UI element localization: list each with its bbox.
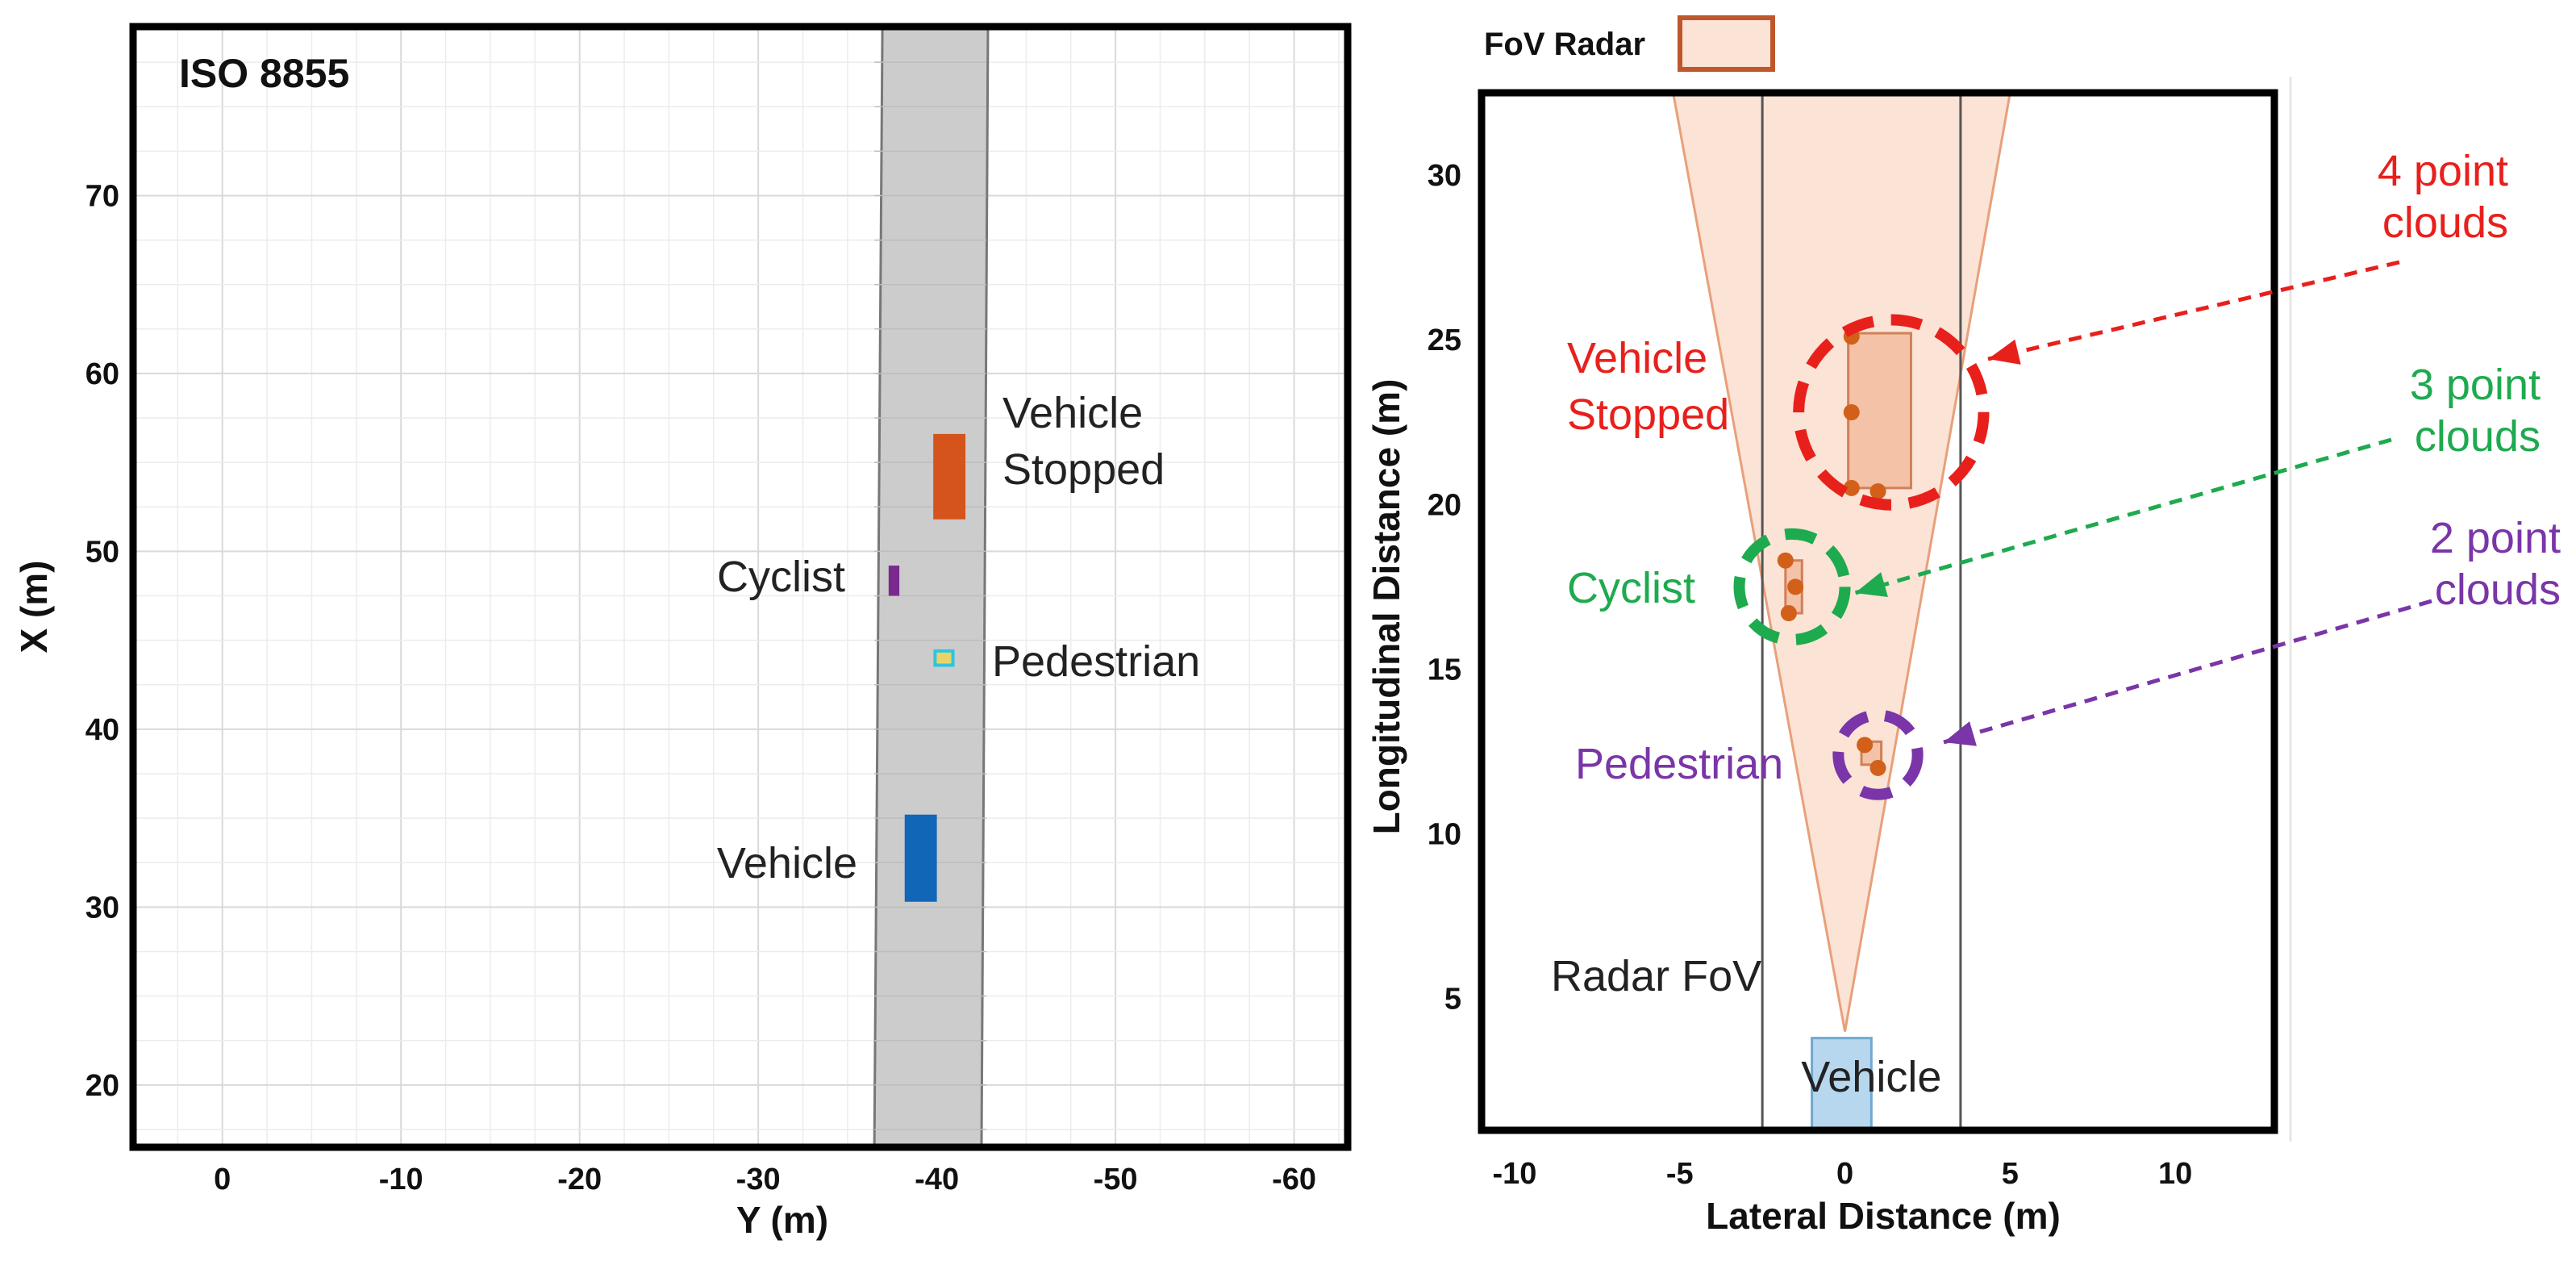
- annotation-arrowhead-pedestrian: [1944, 721, 1977, 746]
- highlight-circle-vehicle-stopped: [1793, 314, 1990, 511]
- left-x-tick-label: -20: [557, 1163, 602, 1196]
- left-y-tick-label: 30: [85, 891, 119, 925]
- left-label-vehicle-stopped-line-1: Stopped: [1002, 445, 1165, 494]
- left-label-vehicle-line-0: Vehicle: [717, 839, 857, 887]
- point-cloud-vehicle-stopped: [1869, 482, 1886, 499]
- point-cloud-vehicle-stopped: [1843, 479, 1860, 496]
- right-plot-frame: [1478, 89, 2278, 1134]
- target-label-pedestrian-line-0: Pedestrian: [1575, 740, 1783, 788]
- target-label-vehicle-stopped-line-0: Vehicle: [1567, 334, 1707, 382]
- left-x-tick-label: -60: [1272, 1163, 1316, 1196]
- right-x-tick-label: 10: [2158, 1157, 2192, 1191]
- left-x-tick-label: 0: [214, 1163, 231, 1196]
- left-object-cyclist: [888, 566, 900, 596]
- point-cloud-vehicle-stopped: [1843, 404, 1860, 421]
- left-x-tick-label: -10: [379, 1163, 423, 1196]
- left-x-tick-label: -30: [736, 1163, 781, 1196]
- right-y-tick-label: 5: [1444, 983, 1461, 1017]
- left-x-tick-label: -50: [1094, 1163, 1138, 1196]
- fov-label: Radar FoV: [1551, 952, 1761, 1000]
- target-label-vehicle-stopped-line-1: Stopped: [1567, 390, 1729, 439]
- left-y-tick-label: 40: [85, 713, 119, 747]
- annotation-pedestrian-line-0: 2 point: [2430, 514, 2561, 562]
- ego-vehicle-label: Vehicle: [1801, 1053, 1941, 1101]
- left-y-tick-label: 20: [85, 1069, 119, 1103]
- right-x-tick-label: -5: [1666, 1157, 1694, 1191]
- legend-label: FoV Radar: [1484, 27, 1645, 62]
- point-cloud-cyclist: [1780, 605, 1797, 622]
- right-y-ticks: 5 10 15 20 25 30: [1428, 159, 1461, 1017]
- left-title: ISO 8855: [179, 51, 349, 96]
- point-cloud-pedestrian: [1857, 737, 1874, 754]
- annotation-arrow-vehicle-stopped: [1987, 260, 2400, 361]
- target-label-cyclist-line-0: Cyclist: [1567, 564, 1695, 612]
- right-x-tick-label: -10: [1492, 1157, 1536, 1191]
- left-objects-layer: Vehicle Stopped Cyclist Pedestrian Vehicle: [717, 389, 1200, 902]
- point-cloud-cyclist: [1787, 578, 1804, 595]
- highlight-circle-pedestrian: [1832, 709, 1924, 800]
- point-cloud-cyclist: [1777, 552, 1794, 569]
- legend: FoV Radar: [1484, 15, 1775, 72]
- right-y-axis-label: Longitudinal Distance (m): [1365, 379, 1407, 835]
- right-y-tick-label: 15: [1428, 653, 1461, 687]
- right-x-axis-label: Lateral Distance (m): [1706, 1195, 2061, 1237]
- left-x-axis-label: Y (m): [736, 1199, 828, 1241]
- right-y-tick-label: 25: [1428, 324, 1461, 357]
- annotation-pedestrian-line-1: clouds: [2435, 566, 2561, 614]
- left-plot-background: [133, 27, 1348, 1147]
- right-x-ticks: -10 -5 0 5 10: [1492, 1157, 2192, 1191]
- annotation-vehicle-stopped-line-0: 4 point: [2378, 147, 2508, 195]
- left-y-tick-label: 70: [85, 179, 119, 213]
- right-objects-layer: [1733, 314, 1990, 800]
- left-plot-frame: [129, 23, 1352, 1151]
- annotation-cyclist-line-0: 3 point: [2410, 361, 2541, 409]
- annotation-vehicle-stopped-line-1: clouds: [2382, 198, 2508, 247]
- left-x-tick-label: -40: [915, 1163, 959, 1196]
- annotation-arrowhead-vehicle-stopped: [1988, 339, 2021, 365]
- point-cloud-pedestrian: [1869, 759, 1886, 776]
- right-x-tick-label: 5: [2002, 1157, 2019, 1191]
- legend-swatch: [1678, 15, 1775, 72]
- left-panel: Vehicle Stopped Cyclist Pedestrian Vehicle I…: [13, 23, 1352, 1241]
- annotation-cyclist-line-1: clouds: [2415, 412, 2541, 461]
- left-object-vehicle-stopped: [933, 433, 966, 520]
- left-y-tick-label: 60: [85, 357, 119, 391]
- left-y-axis-label: X (m): [13, 561, 55, 653]
- annotation-arrow-cyclist: [1854, 437, 2392, 595]
- left-y-tick-label: 50: [85, 535, 119, 569]
- annotation-arrowhead-cyclist: [1855, 572, 1888, 597]
- left-label-pedestrian-line-0: Pedestrian: [992, 637, 1200, 686]
- right-x-tick-label: 0: [1836, 1157, 1853, 1191]
- left-y-ticks: 20 30 40 50 60 70: [85, 179, 119, 1102]
- right-y-tick-label: 30: [1428, 159, 1461, 193]
- left-object-pedestrian: [933, 649, 955, 667]
- right-y-tick-label: 10: [1428, 818, 1461, 852]
- ego-vehicle: [1811, 1037, 1873, 1130]
- left-object-vehicle: [904, 814, 937, 902]
- annotation-arrow-pedestrian: [1943, 599, 2432, 745]
- left-x-ticks: 0 -10 -20 -30 -40 -50 -60: [214, 1163, 1316, 1196]
- left-label-vehicle-stopped-line-0: Vehicle: [1002, 389, 1143, 437]
- left-road-layer: [873, 27, 990, 1147]
- left-label-cyclist-line-0: Cyclist: [717, 553, 845, 601]
- highlight-circle-cyclist: [1733, 528, 1851, 645]
- left-grid: [133, 27, 1348, 1147]
- right-y-tick-label: 20: [1428, 488, 1461, 522]
